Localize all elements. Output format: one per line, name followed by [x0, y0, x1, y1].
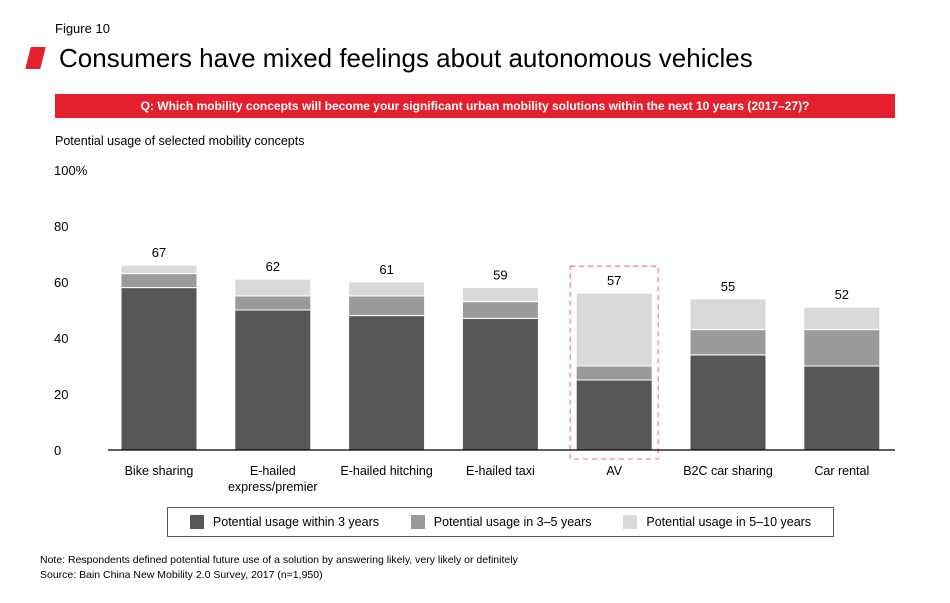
x-tick-label: E-hailed taxi	[466, 464, 535, 478]
bar-segment-within-3-years	[461, 317, 539, 451]
bar-total-label: 67	[152, 245, 166, 260]
stacked-bar-chart: 0 20 40 60 80 100% 67 62 61 59 57 55 52 Bike sharin…	[54, 163, 895, 494]
title-row: Consumers have mixed feelings about auto…	[24, 40, 753, 76]
chart-subtitle: Potential usage of selected mobility con…	[55, 134, 305, 148]
legend-label: Potential usage in 5–10 years	[646, 515, 812, 529]
bar-segment-3-5-years	[461, 301, 539, 319]
legend-item-5-10-years: Potential usage in 5–10 years	[623, 515, 811, 529]
y-tick-label: 40	[54, 331, 68, 346]
bar-total-label: 62	[266, 259, 280, 274]
x-tick-label: E-hailed	[250, 464, 296, 478]
bar-segment-within-3-years	[234, 309, 312, 451]
figure-label: Figure 10	[55, 21, 110, 36]
bar-total-label: 59	[493, 268, 507, 283]
x-tick-label: Bike sharing	[125, 464, 194, 478]
bar-segment-5-10-years	[234, 278, 312, 297]
bar-segment-3-5-years	[803, 329, 881, 367]
bars: 67 62 61 59 57 55 52	[120, 245, 881, 460]
bar-segment-3-5-years	[575, 365, 653, 381]
bar-total-label: 61	[379, 262, 393, 277]
y-axis: 0 20 40 60 80 100%	[54, 163, 88, 458]
legend-label: Potential usage within 3 years	[212, 515, 379, 529]
legend-item-3-5-years: Potential usage in 3–5 years	[410, 515, 592, 529]
bar-segment-3-5-years	[689, 329, 767, 356]
legend-swatch-3-5-years	[410, 515, 425, 529]
question-banner: Q: Which mobility concepts will become y…	[55, 94, 895, 118]
x-tick-label: AV	[606, 464, 622, 478]
legend-item-within-3-years: Potential usage within 3 years	[189, 515, 379, 529]
x-tick-label: E-hailed hitching	[340, 464, 432, 478]
x-axis: Bike sharing E-hailed express/premier E-hai…	[108, 449, 895, 494]
bar-segment-3-5-years	[234, 295, 312, 311]
bar-segment-5-10-years	[803, 306, 881, 331]
bar-segment-5-10-years	[120, 264, 198, 275]
y-tick-label: 100%	[54, 163, 88, 178]
bar-segment-within-3-years	[348, 315, 426, 451]
y-tick-label: 80	[54, 219, 68, 234]
page-title: Consumers have mixed feelings about auto…	[59, 42, 753, 73]
bar-total-label: 55	[721, 279, 735, 294]
source-note: Source: Bain China New Mobility 2.0 Surv…	[40, 569, 323, 581]
bar-total-label: 57	[607, 273, 621, 288]
y-tick-label: 0	[54, 443, 61, 458]
legend-label: Potential usage in 3–5 years	[433, 515, 592, 529]
bar-segment-5-10-years	[348, 281, 426, 297]
bar-total-label: 52	[835, 287, 849, 302]
x-tick-label: express/premier	[228, 480, 318, 494]
bar-segment-5-10-years	[461, 287, 539, 303]
footnote: Note: Respondents defined potential futu…	[40, 554, 518, 566]
bar-segment-within-3-years	[803, 365, 881, 451]
x-tick-label: Car rental	[814, 464, 869, 478]
bar-segment-5-10-years	[689, 298, 767, 331]
bar-segment-3-5-years	[348, 295, 426, 317]
highlight-box-av	[569, 265, 659, 460]
legend-swatch-within-3-years	[189, 515, 204, 529]
legend-swatch-5-10-years	[623, 515, 638, 529]
legend: Potential usage within 3 years Potential…	[167, 507, 834, 537]
bar-segment-3-5-years	[120, 273, 198, 289]
bar-segment-5-10-years	[575, 292, 653, 367]
bar-segment-within-3-years	[689, 354, 767, 451]
y-tick-label: 20	[54, 387, 68, 402]
bar-segment-within-3-years	[575, 379, 653, 451]
bar-segment-within-3-years	[120, 287, 198, 451]
x-tick-label: B2C car sharing	[683, 464, 773, 478]
y-tick-label: 60	[54, 275, 68, 290]
